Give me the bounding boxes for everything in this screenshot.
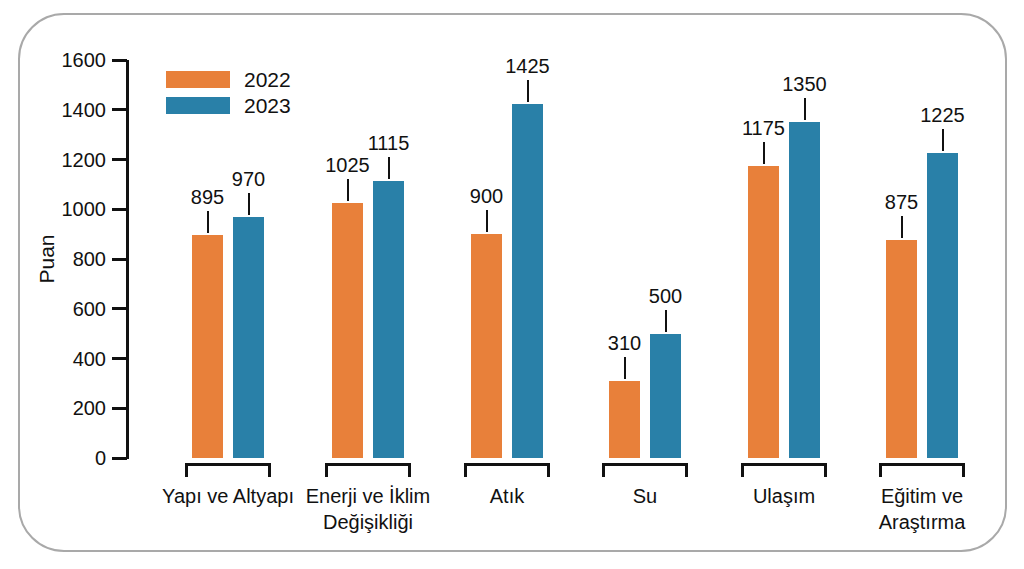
legend: 2022 2023 — [166, 71, 291, 123]
y-axis-tick — [112, 59, 127, 62]
bar-value-label: 1425 — [483, 54, 573, 78]
bar-2022-6 — [886, 240, 917, 458]
category-label-2: Enerji ve İklim Değişikliği — [288, 483, 448, 535]
bar-2022-4 — [609, 381, 640, 458]
legend-swatch-2022 — [166, 71, 230, 88]
bar-2022-3 — [471, 234, 502, 458]
y-axis-tick-label: 200 — [28, 397, 106, 419]
bar-label-leader-line — [665, 310, 667, 332]
y-axis-tick-label: 1200 — [28, 149, 106, 171]
y-axis-tick — [112, 158, 127, 161]
category-bracket — [879, 463, 965, 477]
bar-2022-2 — [332, 203, 363, 458]
y-axis-tick — [112, 457, 127, 460]
y-axis-tick-label: 1400 — [28, 99, 106, 121]
bar-2023-6 — [927, 153, 958, 458]
bar-label-leader-line — [486, 210, 488, 232]
bar-label-leader-line — [942, 129, 944, 151]
bar-label-leader-line — [248, 193, 250, 215]
bar-value-label: 500 — [621, 284, 711, 308]
bar-value-label: 1115 — [344, 131, 434, 155]
y-axis-tick — [112, 258, 127, 261]
legend-item-2023: 2023 — [166, 97, 291, 114]
y-axis-tick — [112, 108, 127, 111]
legend-item-2022: 2022 — [166, 71, 291, 88]
legend-label-2023: 2023 — [244, 94, 291, 118]
bar-label-leader-line — [388, 157, 390, 179]
bar-value-label: 1025 — [303, 153, 393, 177]
y-axis-tick-label: 1000 — [28, 198, 106, 220]
y-axis-tick — [112, 357, 127, 360]
y-axis-tick-label: 400 — [28, 348, 106, 370]
bar-2023-4 — [650, 334, 681, 458]
category-label-1: Yapı ve Altyapı — [148, 483, 308, 509]
bar-label-leader-line — [527, 80, 529, 102]
bar-label-leader-line — [763, 142, 765, 164]
bar-label-leader-line — [347, 179, 349, 201]
bar-2023-1 — [233, 217, 264, 458]
category-label-5: Ulaşım — [704, 483, 864, 509]
category-bracket — [464, 463, 550, 477]
y-axis-tick-label: 1600 — [28, 49, 106, 71]
category-label-3: Atık — [427, 483, 587, 509]
legend-swatch-2023 — [166, 97, 230, 114]
y-axis-tick-label: 800 — [28, 248, 106, 270]
figure-canvas: Puan 2022 2023 0200400600800100012001400… — [0, 0, 1024, 569]
y-axis-tick — [112, 208, 127, 211]
bar-2023-3 — [512, 104, 543, 458]
category-bracket — [185, 463, 271, 477]
bar-value-label: 1350 — [760, 72, 850, 96]
bar-2022-5 — [748, 166, 779, 458]
category-label-4: Su — [565, 483, 725, 509]
category-bracket — [325, 463, 411, 477]
category-bracket — [741, 463, 827, 477]
y-axis-tick-label: 0 — [28, 447, 106, 469]
bar-2022-1 — [192, 235, 223, 458]
grouped-bar-chart: Puan 2022 2023 0200400600800100012001400… — [0, 0, 1024, 569]
bar-2023-2 — [373, 181, 404, 458]
bar-value-label: 970 — [204, 167, 294, 191]
bar-label-leader-line — [207, 211, 209, 233]
category-bracket — [602, 463, 688, 477]
legend-label-2022: 2022 — [244, 68, 291, 92]
bar-value-label: 1225 — [898, 103, 988, 127]
y-axis-tick — [112, 407, 127, 410]
bar-2023-5 — [789, 122, 820, 458]
bar-label-leader-line — [624, 357, 626, 379]
y-axis-tick-label: 600 — [28, 298, 106, 320]
y-axis-tick — [112, 307, 127, 310]
category-label-6: Eğitim ve Araştırma — [842, 483, 1002, 535]
bar-label-leader-line — [804, 98, 806, 120]
bar-label-leader-line — [901, 216, 903, 238]
